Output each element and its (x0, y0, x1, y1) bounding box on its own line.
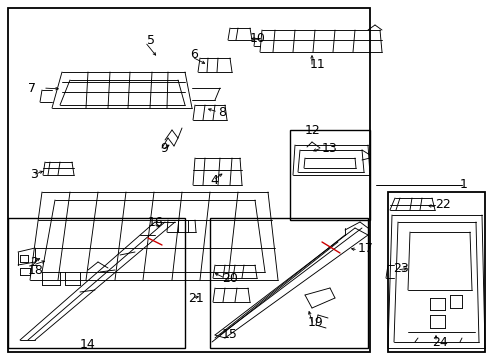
Text: 22: 22 (434, 198, 450, 211)
Bar (209, 218, 367, 348)
Text: 5: 5 (147, 33, 155, 46)
Text: 7: 7 (28, 81, 36, 94)
Text: 20: 20 (222, 271, 237, 284)
Text: 3: 3 (30, 168, 38, 181)
Text: 15: 15 (222, 328, 237, 342)
Text: 11: 11 (309, 58, 325, 72)
Text: 9: 9 (160, 141, 167, 154)
Text: 18: 18 (28, 264, 44, 276)
Text: 1: 1 (459, 179, 467, 192)
Text: 21: 21 (187, 292, 203, 305)
Text: 16: 16 (148, 216, 163, 229)
Text: 10: 10 (249, 31, 265, 45)
Text: 17: 17 (357, 242, 373, 255)
Text: 4: 4 (209, 174, 218, 186)
Text: 12: 12 (305, 123, 320, 136)
Text: 19: 19 (307, 315, 323, 328)
Text: 13: 13 (321, 141, 337, 154)
Bar (8, 218, 184, 348)
Text: 6: 6 (190, 49, 198, 62)
Bar (289, 130, 369, 220)
Text: 8: 8 (218, 105, 225, 118)
Text: 2: 2 (30, 256, 38, 269)
Bar (387, 192, 484, 352)
Text: 24: 24 (431, 336, 447, 348)
Bar (8, 8, 369, 352)
Text: 14: 14 (80, 338, 96, 351)
Text: 23: 23 (392, 261, 408, 274)
